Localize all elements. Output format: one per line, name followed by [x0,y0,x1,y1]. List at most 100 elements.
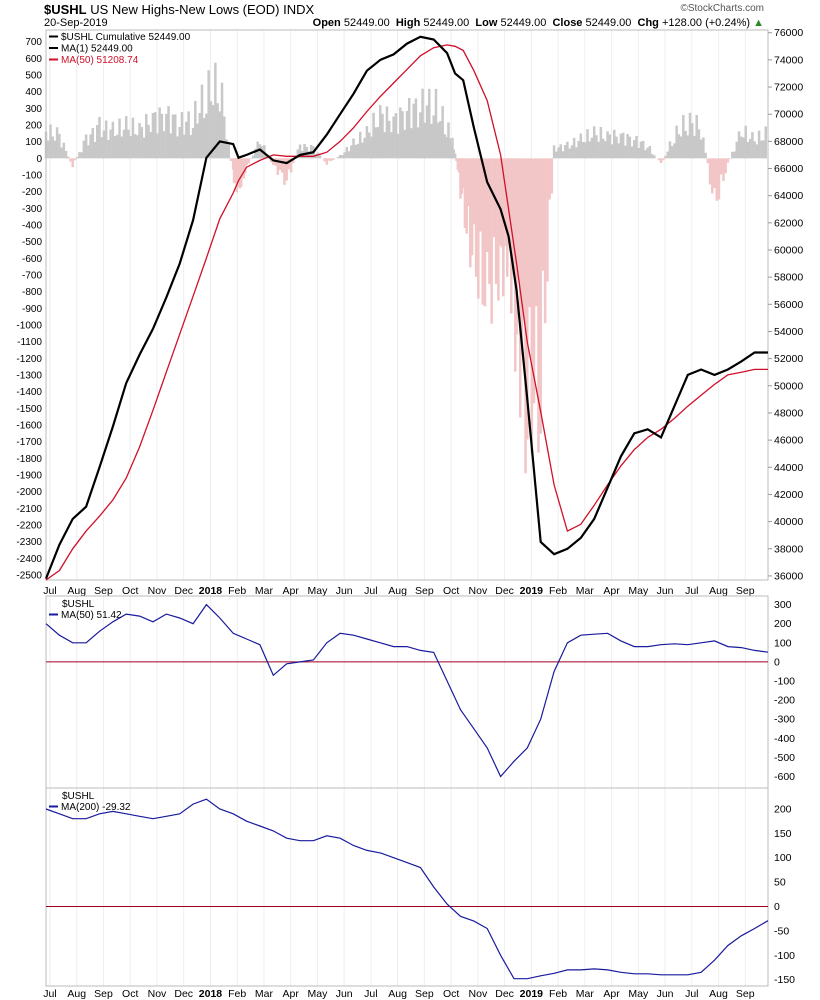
left-tick-label: -1100 [17,337,42,348]
left-tick-label: 200 [25,121,42,132]
stockcharts-logo: ©StockCharts.com [680,3,764,14]
low-label: Low [475,17,498,29]
right-tick-label: 150 [774,828,792,840]
right-tick-label: 300 [774,599,792,611]
x-tick-label: Apr [283,988,300,1000]
left-tick-label: -2200 [16,521,42,532]
x-tick-label: Dec [174,988,193,1000]
right-tick-label: 56000 [774,299,803,311]
right-tick-label: 48000 [774,407,803,419]
x-tick-label: Nov [469,585,488,597]
right-tick-label: 200 [774,618,792,630]
left-tick-label: 400 [25,87,42,98]
x-tick-label: Jun [336,585,353,597]
x-tick-label: Jul [43,585,56,597]
ma50-line [45,44,768,581]
left-tick-label: -2400 [16,554,42,565]
cumulative-line [44,35,768,580]
right-tick-label: -100 [774,676,795,688]
legend-entry: MA(200) -29.32 [61,802,131,813]
left-tick-label: -600 [22,254,42,265]
x-tick-label: Feb [228,988,246,1000]
chg-label: Chg [637,17,659,29]
x-tick-label: Nov [148,988,167,1000]
right-tick-label: 50 [774,877,786,889]
x-tick-label: 2018 [199,988,223,1000]
right-tick-label: -100 [774,950,795,962]
ohlc-readout: Open 52449.00 High 52449.00 Low 52449.00… [313,17,764,29]
right-tick-label: 68000 [774,136,803,148]
high-value: 52449.00 [423,17,470,29]
left-tick-label: -700 [22,271,42,282]
x-tick-label: Oct [122,988,138,1000]
x-tick-label: Dec [495,585,514,597]
left-tick-label: -400 [22,221,42,232]
left-tick-label: -2300 [16,537,42,548]
right-tick-label: 58000 [774,272,803,284]
right-tick-label: -400 [774,733,795,745]
x-tick-label: Oct [443,988,459,1000]
x-tick-label: Sep [736,988,755,1000]
left-tick-label: -1000 [16,321,42,332]
left-tick-label: 700 [25,37,42,48]
right-tick-label: 72000 [774,82,803,94]
x-tick-label: 2018 [199,585,223,597]
right-tick-label: 52000 [774,353,803,365]
x-tick-label: Nov [148,585,167,597]
left-tick-label: -300 [22,204,42,215]
right-tick-label: -300 [774,714,795,726]
left-tick-label: 600 [25,54,42,65]
symbol-name: US New Highs-New Lows (EOD) [90,2,280,17]
legend-entry: $USHL Cumulative 52449.00 [61,32,191,43]
x-tick-label: Sep [94,988,113,1000]
left-tick-label: -1800 [16,454,42,465]
x-tick-label: Dec [495,988,514,1000]
right-tick-label: -50 [774,925,789,937]
x-tick-label: Aug [709,988,728,1000]
x-tick-label: May [628,988,649,1000]
x-tick-label: Jun [657,988,674,1000]
left-tick-label: -800 [22,287,42,298]
right-tick-label: 0 [774,656,780,668]
legend-entry: MA(50) 51208.74 [61,55,139,66]
right-tick-label: 50000 [774,380,803,392]
left-tick-label: -1700 [16,437,42,448]
left-tick-label: -1400 [16,387,42,398]
x-tick-label: Nov [469,988,488,1000]
x-tick-label: May [307,988,328,1000]
right-tick-label: 200 [774,803,792,815]
right-tick-label: 40000 [774,516,803,528]
panel-main-frame [45,29,769,581]
x-tick-label: Feb [549,585,567,597]
x-tick-label: May [628,585,649,597]
x-tick-label: Sep [736,585,755,597]
panel-ma200-frame [45,787,769,987]
x-tick-label: Oct [122,585,138,597]
right-tick-label: 64000 [774,190,803,202]
ma50-osc-line [45,603,769,778]
right-tick-label: 44000 [774,462,803,474]
left-tick-label: -1300 [16,371,42,382]
left-tick-label: 100 [25,137,42,148]
x-tick-label: Jul [43,988,56,1000]
left-tick-label: -1500 [16,404,42,415]
x-tick-label: Apr [283,585,300,597]
right-tick-label: -200 [774,695,795,707]
left-tick-label: -1900 [16,471,42,482]
right-tick-label: -150 [774,974,795,986]
x-tick-label: Apr [603,988,620,1000]
right-tick-label: 100 [774,852,792,864]
x-tick-label: Sep [415,585,434,597]
triangle-up-icon: ▲ [753,17,764,29]
legend-entry: MA(1) 52449.00 [61,44,133,55]
left-tick-label: -1600 [16,421,42,432]
left-tick-label: -100 [22,171,42,182]
x-tick-label: Jul [364,988,377,1000]
right-tick-label: 66000 [774,163,803,175]
x-tick-label: Mar [255,988,274,1000]
right-tick-label: 0 [774,901,780,913]
right-tick-label: 70000 [774,109,803,121]
x-tick-label: Jun [336,988,353,1000]
x-tick-label: Sep [94,585,113,597]
